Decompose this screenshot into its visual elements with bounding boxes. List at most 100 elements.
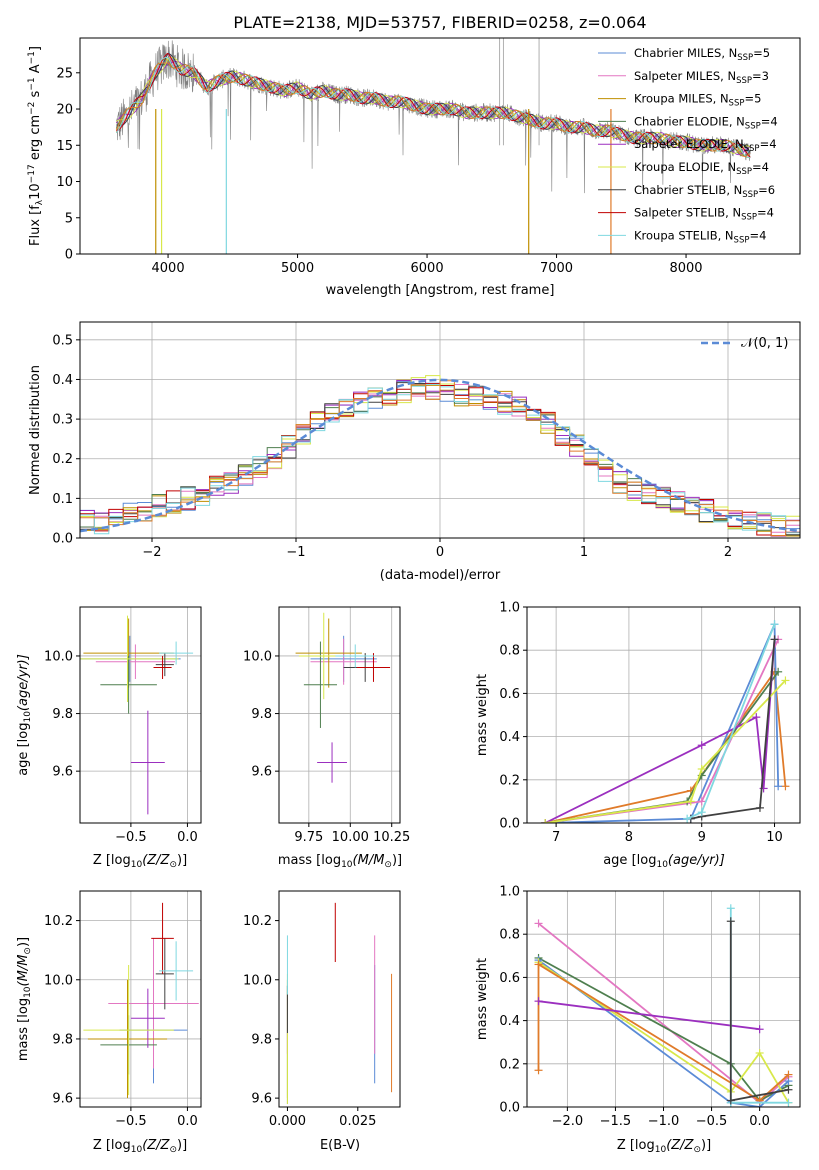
legend-label: Chabrier STELIB, NSSP=6	[634, 183, 775, 200]
mass-z-axes-frame	[79, 890, 202, 1108]
x-tick-label: 0.0	[749, 1114, 770, 1129]
mass-weight-line	[545, 639, 780, 823]
x-tick-label: 10.25	[373, 830, 410, 845]
x-tick-label: 0.000	[269, 1114, 306, 1129]
weight-z-x-label: Z [log10(Z/Z⊙)]	[617, 1138, 711, 1155]
x-tick-label: −1.5	[600, 1114, 632, 1129]
y-tick-label: 0.0	[52, 532, 73, 547]
mass-weight-line	[537, 961, 790, 1104]
x-tick-label: 0.0	[177, 1114, 198, 1129]
histogram-y-label: Normed distribution	[28, 365, 43, 495]
legend-label: Kroupa MILES, NSSP=5	[634, 92, 761, 109]
model-fit-line	[116, 56, 751, 154]
spectrum-legend: Chabrier MILES, NSSP=5 Salpeter MILES, NS…	[598, 46, 778, 245]
mass-ebv-y-ticks: 9.6 9.8 10.0 10.2	[243, 914, 279, 1107]
y-tick-label: 1.0	[499, 885, 520, 900]
y-tick-label: 0	[65, 248, 73, 263]
y-tick-label: 20	[56, 103, 73, 118]
mass-weight-line	[690, 639, 776, 820]
model-fit-line	[115, 57, 751, 159]
y-tick-label: 0.2	[52, 452, 73, 467]
x-tick-label: 0	[436, 545, 444, 560]
weight-vs-age-panel: 7 8 9 10 0.0 0.2 0.4 0.6 0.8 1.0 age [log10(age/…	[475, 601, 801, 870]
x-tick-label: −0.5	[115, 1114, 147, 1129]
spectrum-plot-area	[115, 38, 751, 254]
model-fit-line	[116, 53, 751, 153]
y-tick-label: 10	[56, 175, 73, 190]
y-tick-label: 0.1	[52, 492, 73, 507]
y-tick-label: 1.0	[499, 601, 520, 616]
x-tick-label: 4000	[152, 261, 185, 276]
data-spectrum-line	[116, 40, 751, 195]
spectrum-x-ticks: 4000 5000 6000 7000 8000	[152, 254, 703, 276]
legend-label: Salpeter MILES, NSSP=3	[634, 69, 769, 86]
age-z-y-ticks: 9.6 9.8 10.0	[44, 649, 80, 780]
mass-z-plot-area	[80, 891, 201, 1107]
weight-age-axes-frame	[526, 606, 801, 824]
y-tick-label: 0.8	[499, 644, 520, 659]
age-vs-mass-panel: 9.75 10.00 10.25 9.6 9.8 10.0 mass [log10(M/…	[243, 606, 410, 870]
x-tick-label: 1	[580, 545, 588, 560]
y-tick-label: 10.0	[44, 973, 73, 988]
mass-weight-line	[545, 671, 779, 823]
x-tick-label: 6000	[411, 261, 444, 276]
x-tick-label: 0.0	[177, 830, 198, 845]
mass-weight-line	[545, 679, 787, 823]
mass-weight-line	[537, 962, 790, 1102]
y-tick-label: 9.8	[251, 707, 272, 722]
y-tick-label: 15	[56, 139, 73, 154]
age-mass-x-label: mass [log10(M/M⊙)]	[278, 853, 402, 870]
x-tick-label: 9	[698, 830, 706, 845]
mass-z-x-ticks: −0.5 0.0	[115, 1107, 198, 1129]
x-tick-label: 2	[724, 545, 732, 560]
age-vs-metallicity-panel: −0.5 0.0 9.6 9.8 10.0 Z [log10(Z/Z⊙)] age […	[16, 606, 202, 870]
mass-ebv-x-label: E(B-V)	[320, 1138, 360, 1153]
weight-age-y-ticks: 0.0 0.2 0.4 0.6 0.8 1.0	[499, 601, 527, 832]
model-fit-line	[116, 52, 751, 158]
x-tick-label: −0.5	[115, 830, 147, 845]
weight-age-y-label: mass weight	[475, 674, 490, 756]
weight-z-x-ticks: −2.0 −1.5 −1.0 −0.5 0.0	[552, 1107, 770, 1129]
x-tick-label: 5000	[281, 261, 314, 276]
legend-label: Chabrier MILES, NSSP=5	[634, 46, 770, 63]
normal-legend-label: 𝒩(0, 1)	[741, 336, 788, 351]
age-z-x-label: Z [log10(Z/Z⊙)]	[93, 853, 187, 870]
age-mass-x-ticks: 9.75 10.00 10.25	[294, 823, 410, 845]
y-tick-label: 0.8	[499, 928, 520, 943]
histogram-plot-area	[80, 322, 800, 538]
x-tick-label: −0.5	[696, 1114, 728, 1129]
y-tick-label: 0.0	[499, 1101, 520, 1116]
spectrum-x-label: wavelength [Angstrom, rest frame]	[326, 283, 555, 298]
mass-weight-line	[545, 623, 780, 823]
weight-age-x-ticks: 7 8 9 10	[552, 823, 783, 845]
weight-z-y-label: mass weight	[475, 958, 490, 1040]
model-fit-line	[115, 62, 751, 157]
x-tick-label: 7000	[540, 261, 573, 276]
legend-label: Kroupa ELODIE, NSSP=4	[634, 160, 769, 177]
age-mass-axes-frame	[278, 606, 401, 824]
x-tick-label: −1	[286, 545, 305, 560]
y-tick-label: 9.8	[251, 1032, 272, 1047]
histogram-legend: 𝒩(0, 1)	[701, 336, 788, 351]
mass-weight-line	[544, 639, 776, 823]
x-tick-label: 10	[766, 830, 783, 845]
y-tick-label: 9.6	[251, 765, 272, 780]
age-z-y-label: age [log10(age/yr)]	[16, 654, 33, 776]
x-tick-label: −1.0	[648, 1114, 680, 1129]
y-tick-label: 10.2	[44, 914, 73, 929]
spectrum-y-label: Flux [fλ10−17 erg cm−2 s−1 A−1]	[27, 46, 45, 246]
weight-z-y-ticks: 0.0 0.2 0.4 0.6 0.8 1.0	[499, 885, 527, 1116]
legend-label: Salpeter STELIB, NSSP=4	[634, 206, 774, 223]
mass-weight-line	[538, 1000, 760, 1031]
y-tick-label: 9.6	[52, 1092, 73, 1107]
x-tick-label: 8	[625, 830, 633, 845]
y-tick-label: 0.3	[52, 413, 73, 428]
legend-label: Salpeter ELODIE, NSSP=4	[634, 137, 777, 154]
y-tick-label: 0.5	[52, 333, 73, 348]
weight-age-x-label: age [log10(age/yr)]	[603, 853, 725, 870]
mass-weight-line	[537, 959, 790, 1107]
y-tick-label: 10.0	[243, 649, 272, 664]
age-mass-plot-area	[279, 607, 400, 823]
mass-ebv-axes-frame	[278, 890, 401, 1108]
